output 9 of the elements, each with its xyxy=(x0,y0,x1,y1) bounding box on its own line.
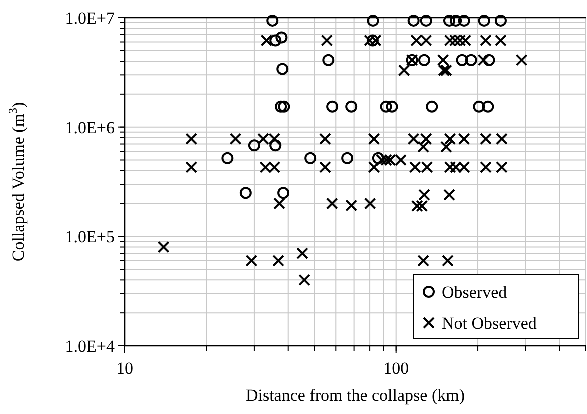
legend-label: Not Observed xyxy=(442,314,538,333)
y-tick-label: 1.0E+5 xyxy=(65,228,115,247)
legend-label: Observed xyxy=(442,282,508,302)
y-tick-label: 1.0E+7 xyxy=(65,8,116,28)
x-tick-label: 10 xyxy=(116,359,134,378)
x-axis-title: Distance from the collapse (km) xyxy=(246,386,466,405)
y-tick-label: 1.0E+4 xyxy=(65,336,116,356)
y-tick-label: 1.0E+6 xyxy=(65,118,115,138)
x-tick-label: 100 xyxy=(384,359,410,378)
